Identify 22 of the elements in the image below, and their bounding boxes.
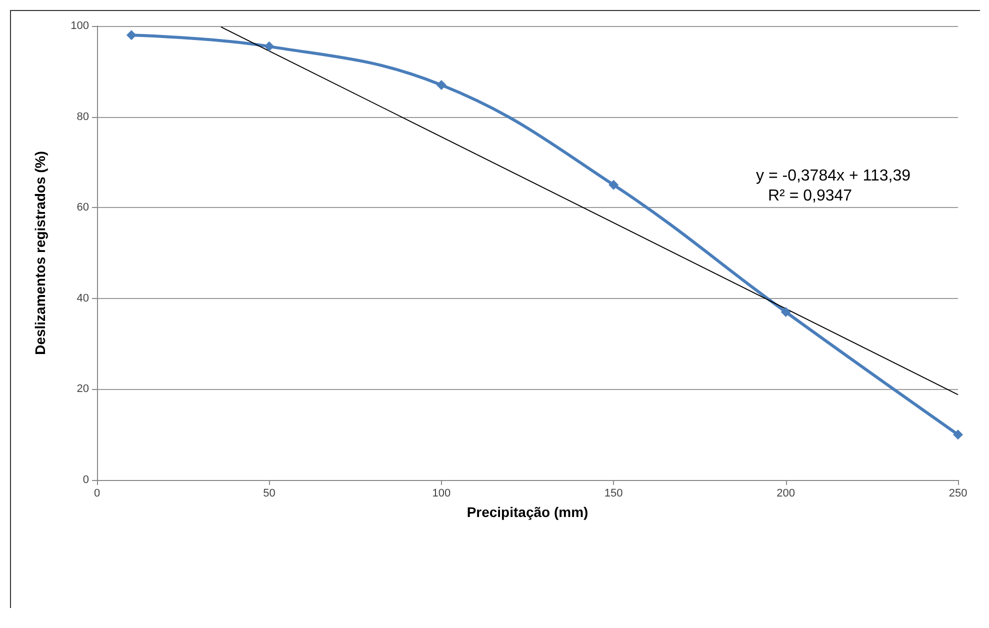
- point: [953, 430, 963, 440]
- point: [126, 30, 136, 40]
- x-axis-title: Precipitação (mm): [466, 504, 588, 520]
- y-tick-label: 40: [76, 292, 89, 304]
- x-tick-label: 200: [776, 488, 795, 500]
- point: [436, 80, 446, 90]
- point: [780, 307, 791, 318]
- y-tick-label: 60: [76, 202, 89, 214]
- y-tick-label: 80: [76, 110, 89, 123]
- y-axis-title: Deslizamentos registrados (%): [32, 151, 48, 355]
- x-tick-label: 150: [604, 488, 623, 500]
- point: [264, 41, 274, 52]
- annotation: y = -0,3784x + 113,39: [756, 168, 911, 184]
- annotation: R² = 0,9347: [768, 188, 852, 204]
- x-tick-label: 100: [432, 488, 451, 500]
- y-tick-label: 0: [82, 474, 89, 486]
- y-tick-label: 100: [70, 20, 89, 32]
- x-tick-label: 250: [948, 488, 968, 500]
- y-tick-label: 20: [76, 383, 89, 396]
- point: [608, 180, 619, 190]
- x-tick-label: 50: [263, 488, 276, 500]
- x-tick-label: 0: [94, 488, 100, 500]
